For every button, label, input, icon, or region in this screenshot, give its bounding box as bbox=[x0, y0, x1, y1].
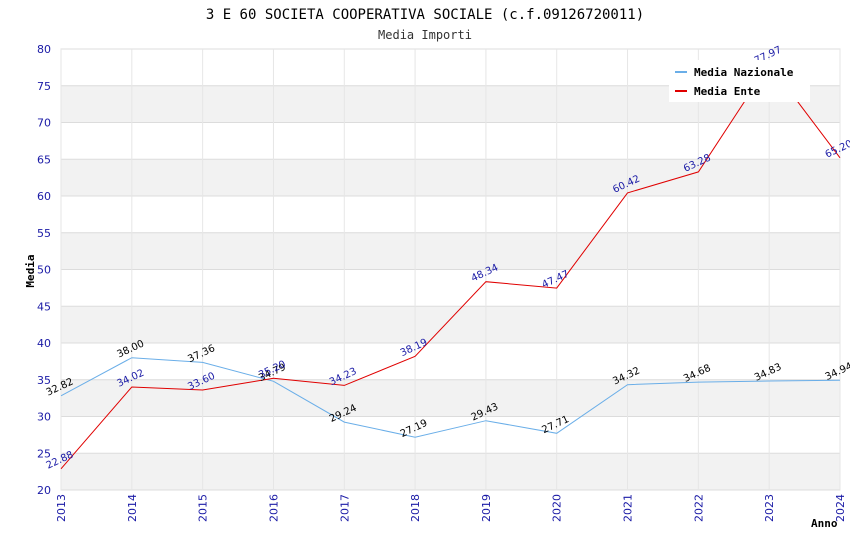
y-tick-label: 50 bbox=[37, 264, 51, 277]
y-tick-label: 40 bbox=[37, 337, 51, 350]
gridlines bbox=[60, 48, 841, 491]
chart-subtitle: Media Importi bbox=[378, 28, 472, 42]
grid-band bbox=[61, 306, 840, 343]
x-tick-label: 2017 bbox=[338, 494, 351, 522]
x-tick-label: 2023 bbox=[763, 494, 776, 522]
y-tick-label: 70 bbox=[37, 117, 51, 130]
x-axis-label: Anno bbox=[811, 517, 838, 530]
legend: Media Nazionale Media Ente bbox=[669, 60, 810, 102]
x-axis-ticks: 2013 2014 2015 2016 2017 2018 2019 2020 2021 2022… bbox=[55, 494, 847, 522]
x-tick-label: 2021 bbox=[622, 494, 635, 522]
y-tick-label: 35 bbox=[37, 374, 51, 387]
y-tick-label: 65 bbox=[37, 153, 51, 166]
series-line-media-ente bbox=[60, 63, 841, 470]
y-axis-label: Media bbox=[24, 254, 37, 287]
series-lines bbox=[60, 63, 841, 470]
x-tick-label: 2019 bbox=[480, 494, 493, 522]
x-tick-label: 2016 bbox=[267, 494, 280, 522]
grid-band bbox=[61, 232, 840, 270]
x-tick-label: 2024 bbox=[834, 494, 847, 522]
x-tick-label: 2015 bbox=[197, 494, 210, 522]
grid-band bbox=[61, 453, 840, 490]
x-tick-label: 2013 bbox=[55, 494, 68, 522]
y-tick-label: 30 bbox=[37, 411, 51, 424]
y-tick-label: 80 bbox=[37, 43, 51, 56]
y-tick-label: 75 bbox=[37, 80, 51, 93]
x-tick-label: 2020 bbox=[551, 494, 564, 522]
legend-label: Media Nazionale bbox=[694, 66, 794, 79]
grid-band bbox=[61, 379, 840, 417]
chart-title: 3 E 60 SOCIETA COOPERATIVA SOCIALE (c.f.… bbox=[206, 7, 644, 23]
series-line-media-nazionale bbox=[60, 357, 841, 438]
x-tick-label: 2018 bbox=[409, 494, 422, 522]
legend-box bbox=[669, 60, 810, 102]
legend-label: Media Ente bbox=[694, 85, 761, 98]
x-tick-label: 2014 bbox=[126, 494, 139, 522]
y-tick-label: 20 bbox=[37, 484, 51, 497]
y-tick-label: 55 bbox=[37, 227, 51, 240]
y-tick-label: 45 bbox=[37, 300, 51, 313]
grid-band bbox=[61, 159, 840, 196]
y-axis-ticks: 20 25 30 35 40 45 50 55 60 65 70 75 80 bbox=[37, 43, 51, 497]
y-tick-label: 60 bbox=[37, 190, 51, 203]
y-tick-label: 25 bbox=[37, 447, 51, 460]
x-tick-label: 2022 bbox=[692, 494, 705, 522]
